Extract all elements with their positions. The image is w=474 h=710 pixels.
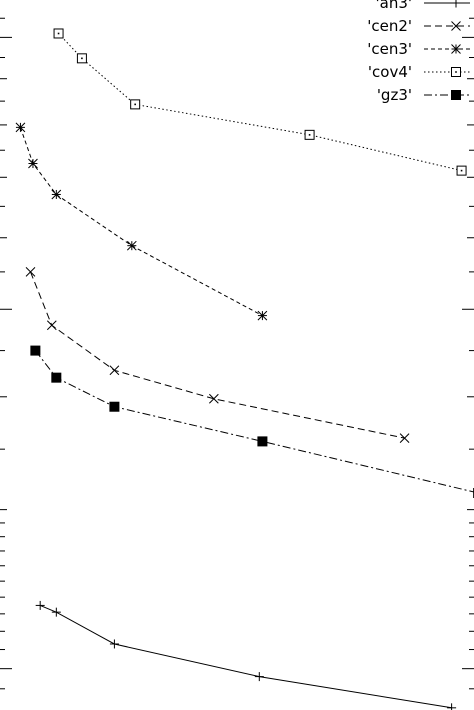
data-point-ah3-2: [109, 639, 119, 649]
legend-item-cen3: 'cen3': [367, 40, 470, 58]
data-point-cov4-1: [76, 53, 87, 64]
data-point-ah3-4: [447, 703, 457, 710]
data-point-gz3-1: [51, 372, 62, 383]
legend-marker-cen2: [451, 21, 461, 31]
data-point-cen3-0: [15, 122, 26, 133]
data-point-cen3-1: [28, 158, 38, 169]
legend-marker-ah3: [451, 0, 461, 8]
legend-item-cov4: 'cov4': [368, 63, 470, 81]
data-point-cen2-0: [25, 267, 36, 277]
legend-label-cov4: 'cov4': [368, 63, 412, 81]
data-point-gz3-3: [257, 436, 268, 447]
data-point-ah3-0: [35, 600, 45, 610]
series-line-cen2: [30, 271, 405, 439]
series-layer: [15, 28, 474, 710]
series-ah3: [35, 600, 457, 710]
legend-marker-gz3: [451, 90, 461, 100]
data-point-cen2-1: [46, 320, 57, 331]
data-point-cen2-3: [209, 393, 219, 404]
data-point-cen3-4: [257, 310, 268, 321]
legend-marker-cov4: [451, 67, 461, 77]
legend-label-gz3: 'gz3': [377, 86, 412, 104]
series-line-gz3: [35, 350, 474, 493]
data-point-cen3-3: [126, 240, 137, 251]
series-line-cen3: [19, 127, 263, 317]
y-axis-ticks: [0, 17, 474, 690]
data-point-cen3-2: [51, 189, 62, 200]
legend: 'ah3' 'cen2' 'cen3' 'cov4' 'gz3': [367, 0, 470, 104]
legend-label-ah3: 'ah3': [376, 0, 413, 12]
series-cen2: [25, 267, 410, 443]
series-line-ah3: [40, 604, 452, 709]
legend-item-ah3: 'ah3': [376, 0, 470, 12]
data-point-ah3-3: [254, 672, 264, 682]
data-point-gz3-2: [109, 401, 120, 412]
series-cen3: [15, 122, 268, 321]
data-point-cov4-0: [53, 28, 64, 39]
data-point-cov4-3: [304, 129, 315, 140]
legend-marker-cen3: [451, 44, 461, 54]
legend-label-cen3: 'cen3': [367, 40, 412, 58]
data-point-cov4-2: [130, 99, 141, 110]
legend-label-cen2: 'cen2': [367, 17, 412, 35]
data-point-cen2-4: [399, 433, 410, 443]
legend-item-gz3: 'gz3': [377, 86, 470, 104]
data-point-cen2-2: [109, 365, 120, 376]
data-point-cov4-4: [456, 165, 467, 176]
series-gz3: [30, 345, 474, 498]
data-point-ah3-1: [51, 607, 61, 617]
legend-item-cen2: 'cen2': [367, 17, 470, 35]
data-point-gz3-0: [30, 345, 41, 356]
series-cov4: [53, 28, 467, 176]
